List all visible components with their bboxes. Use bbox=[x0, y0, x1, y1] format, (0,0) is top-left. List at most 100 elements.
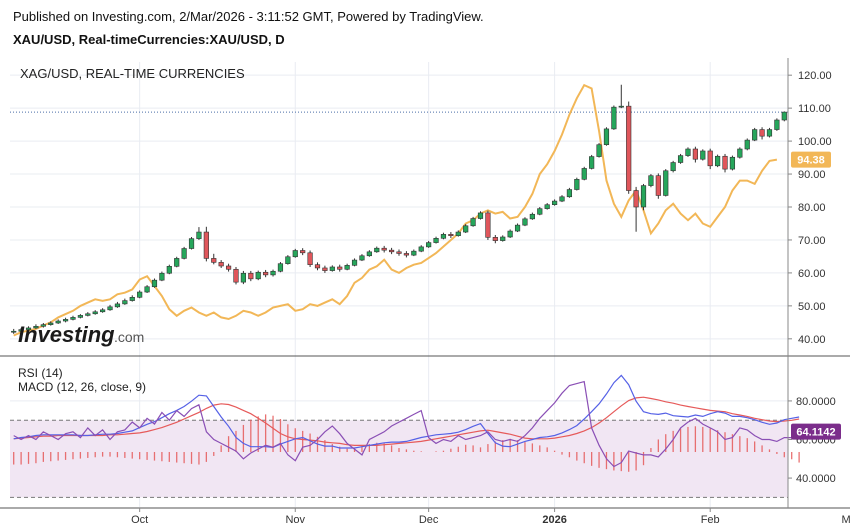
candle-body bbox=[707, 150, 713, 167]
candle-body bbox=[500, 236, 506, 241]
candle-body bbox=[40, 324, 46, 327]
candle-body bbox=[544, 204, 550, 209]
candle-body bbox=[292, 250, 298, 258]
candle-body bbox=[455, 231, 461, 236]
candle bbox=[477, 211, 484, 220]
candle bbox=[633, 186, 639, 232]
rsi-badge-value: 64.1142 bbox=[796, 427, 835, 439]
candle bbox=[40, 323, 46, 328]
candle-body bbox=[129, 296, 135, 301]
rsi-line bbox=[13, 380, 807, 468]
candle-body bbox=[25, 327, 32, 330]
candle bbox=[640, 183, 647, 211]
candle-body bbox=[18, 329, 24, 332]
candle-body bbox=[737, 148, 743, 158]
candlestick-series bbox=[11, 84, 787, 334]
candle-body bbox=[33, 325, 39, 329]
candle bbox=[396, 249, 402, 256]
candle-body bbox=[477, 212, 484, 219]
candle bbox=[122, 298, 128, 305]
candle-body bbox=[403, 253, 410, 256]
overlay-badge-bg bbox=[791, 151, 831, 168]
candle-body bbox=[722, 155, 728, 170]
candle-body bbox=[729, 156, 736, 170]
candle-body bbox=[677, 155, 684, 163]
candle-body bbox=[611, 106, 617, 130]
candle bbox=[114, 301, 121, 308]
candle-body bbox=[240, 272, 246, 283]
macd-line bbox=[13, 374, 800, 449]
xag-overlay-line bbox=[13, 83, 778, 337]
candle bbox=[433, 236, 439, 244]
candle bbox=[685, 147, 691, 157]
candle bbox=[25, 326, 32, 331]
price-tick-label: 110.00 bbox=[798, 103, 831, 115]
candle bbox=[144, 285, 150, 294]
candle-body bbox=[233, 268, 239, 283]
overlay-value-badge: 94.38 bbox=[791, 151, 831, 168]
candle-body bbox=[529, 213, 535, 220]
time-tick-label: Nov bbox=[285, 514, 305, 526]
candle bbox=[440, 232, 447, 240]
candle bbox=[166, 264, 172, 275]
rsi-value-badge: 64.1142 bbox=[791, 423, 841, 440]
candle bbox=[270, 269, 276, 277]
candle-body bbox=[640, 185, 647, 208]
candle bbox=[603, 127, 610, 146]
candle bbox=[522, 217, 528, 227]
candle bbox=[100, 308, 106, 313]
candle bbox=[381, 245, 387, 253]
candle-body bbox=[351, 259, 358, 266]
candle-body bbox=[440, 234, 447, 239]
candle bbox=[248, 270, 254, 282]
candle bbox=[596, 143, 602, 158]
candle bbox=[574, 177, 580, 191]
candle-body bbox=[448, 234, 454, 236]
candle bbox=[174, 256, 180, 268]
candle-body bbox=[225, 265, 232, 270]
candle bbox=[418, 245, 424, 253]
candle-body bbox=[114, 303, 121, 308]
candle bbox=[314, 262, 321, 271]
candle-body bbox=[137, 291, 143, 298]
time-tick-label: Feb bbox=[701, 514, 720, 526]
candle bbox=[188, 236, 195, 250]
candle-body bbox=[485, 212, 491, 238]
candle bbox=[181, 246, 187, 260]
candle bbox=[92, 310, 98, 315]
candle bbox=[211, 253, 217, 265]
candle-body bbox=[618, 105, 624, 108]
candle-body bbox=[314, 264, 321, 269]
candle-body bbox=[744, 139, 750, 150]
candle bbox=[729, 155, 736, 171]
candle bbox=[781, 111, 787, 122]
candle-body bbox=[255, 271, 261, 280]
candle bbox=[589, 154, 595, 170]
candle-body bbox=[685, 148, 691, 156]
candle-body bbox=[374, 247, 380, 253]
candle bbox=[537, 207, 543, 216]
candle-body bbox=[62, 319, 69, 322]
candle-body bbox=[566, 189, 573, 198]
candle-body bbox=[589, 156, 595, 169]
candle bbox=[448, 232, 454, 238]
candle-body bbox=[774, 119, 780, 130]
candle bbox=[403, 251, 410, 258]
candle bbox=[707, 148, 713, 170]
candle-body bbox=[337, 266, 343, 270]
candle-body bbox=[122, 300, 128, 305]
candle bbox=[137, 290, 143, 299]
candle bbox=[766, 127, 773, 138]
candle-body bbox=[692, 148, 698, 160]
candle-body bbox=[633, 190, 639, 208]
candle bbox=[322, 265, 328, 273]
price-tick-label: 70.00 bbox=[798, 235, 826, 247]
candle-body bbox=[263, 271, 269, 276]
candle-body bbox=[396, 251, 402, 254]
candle-body bbox=[418, 246, 424, 252]
candle bbox=[263, 269, 269, 278]
candle-body bbox=[151, 279, 158, 288]
candle bbox=[759, 127, 765, 140]
candle-body bbox=[470, 218, 476, 227]
candle-body bbox=[603, 128, 610, 146]
